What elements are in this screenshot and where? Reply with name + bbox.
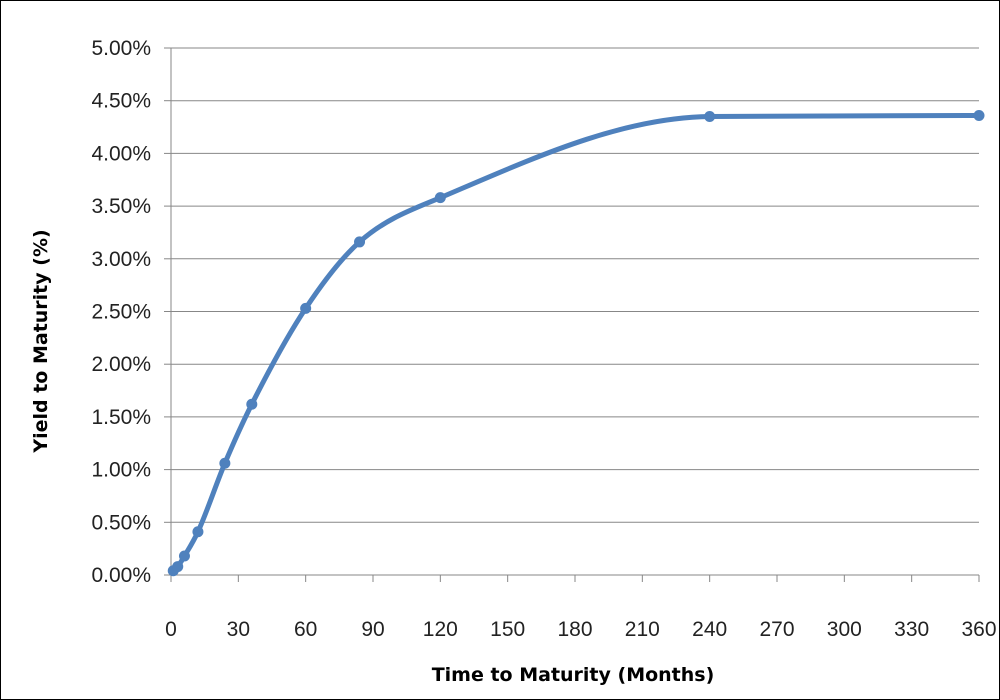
y-tick-label: 5.00% xyxy=(91,37,151,60)
x-tick-label: 270 xyxy=(759,618,794,641)
data-point xyxy=(219,457,231,469)
y-tick-label: 1.50% xyxy=(91,406,151,429)
data-point xyxy=(172,561,184,573)
axes xyxy=(164,47,980,582)
y-axis-title: Yield to Maturity (%) xyxy=(30,229,52,453)
data-point xyxy=(178,550,190,562)
x-axis-tick-labels: 0 30 60 90 120 150 180 210 240 270 300 330 360 xyxy=(165,618,996,641)
data-point xyxy=(300,302,312,314)
x-axis-title: Time to Maturity (Months) xyxy=(432,664,715,686)
data-point xyxy=(434,192,446,204)
data-point xyxy=(246,398,258,410)
data-point xyxy=(192,526,204,538)
data-point xyxy=(354,236,366,248)
y-tick-label: 3.00% xyxy=(91,248,151,271)
data-point xyxy=(973,109,985,121)
series-layer xyxy=(167,109,985,577)
x-tick-label: 330 xyxy=(894,618,929,641)
y-axis-tick-labels: 0.00% 0.50% 1.00% 1.50% 2.00% 2.50% 3.00% 3.50%… xyxy=(91,37,151,587)
y-tick-label: 0.00% xyxy=(91,564,151,587)
x-tick-label: 150 xyxy=(490,618,525,641)
x-tick-label: 240 xyxy=(692,618,727,641)
y-tick-label: 0.50% xyxy=(91,511,151,534)
gridlines xyxy=(171,47,979,523)
y-tick-label: 3.50% xyxy=(91,195,151,218)
x-tick-label: 30 xyxy=(227,618,250,641)
x-tick-label: 210 xyxy=(625,618,660,641)
x-tick-label: 120 xyxy=(423,618,458,641)
y-tick-label: 2.50% xyxy=(91,301,151,324)
y-tick-label: 1.00% xyxy=(91,459,151,482)
x-tick-label: 360 xyxy=(961,618,996,641)
x-tick-label: 0 xyxy=(165,618,177,641)
y-tick-label: 4.50% xyxy=(91,90,151,113)
x-tick-label: 90 xyxy=(361,618,384,641)
x-tick-label: 300 xyxy=(827,618,862,641)
y-tick-label: 4.00% xyxy=(91,142,151,165)
series-line xyxy=(170,112,982,574)
x-tick-label: 60 xyxy=(294,618,317,641)
y-tick-label: 2.00% xyxy=(91,353,151,376)
x-tick-label: 180 xyxy=(557,618,592,641)
data-point xyxy=(704,111,716,123)
